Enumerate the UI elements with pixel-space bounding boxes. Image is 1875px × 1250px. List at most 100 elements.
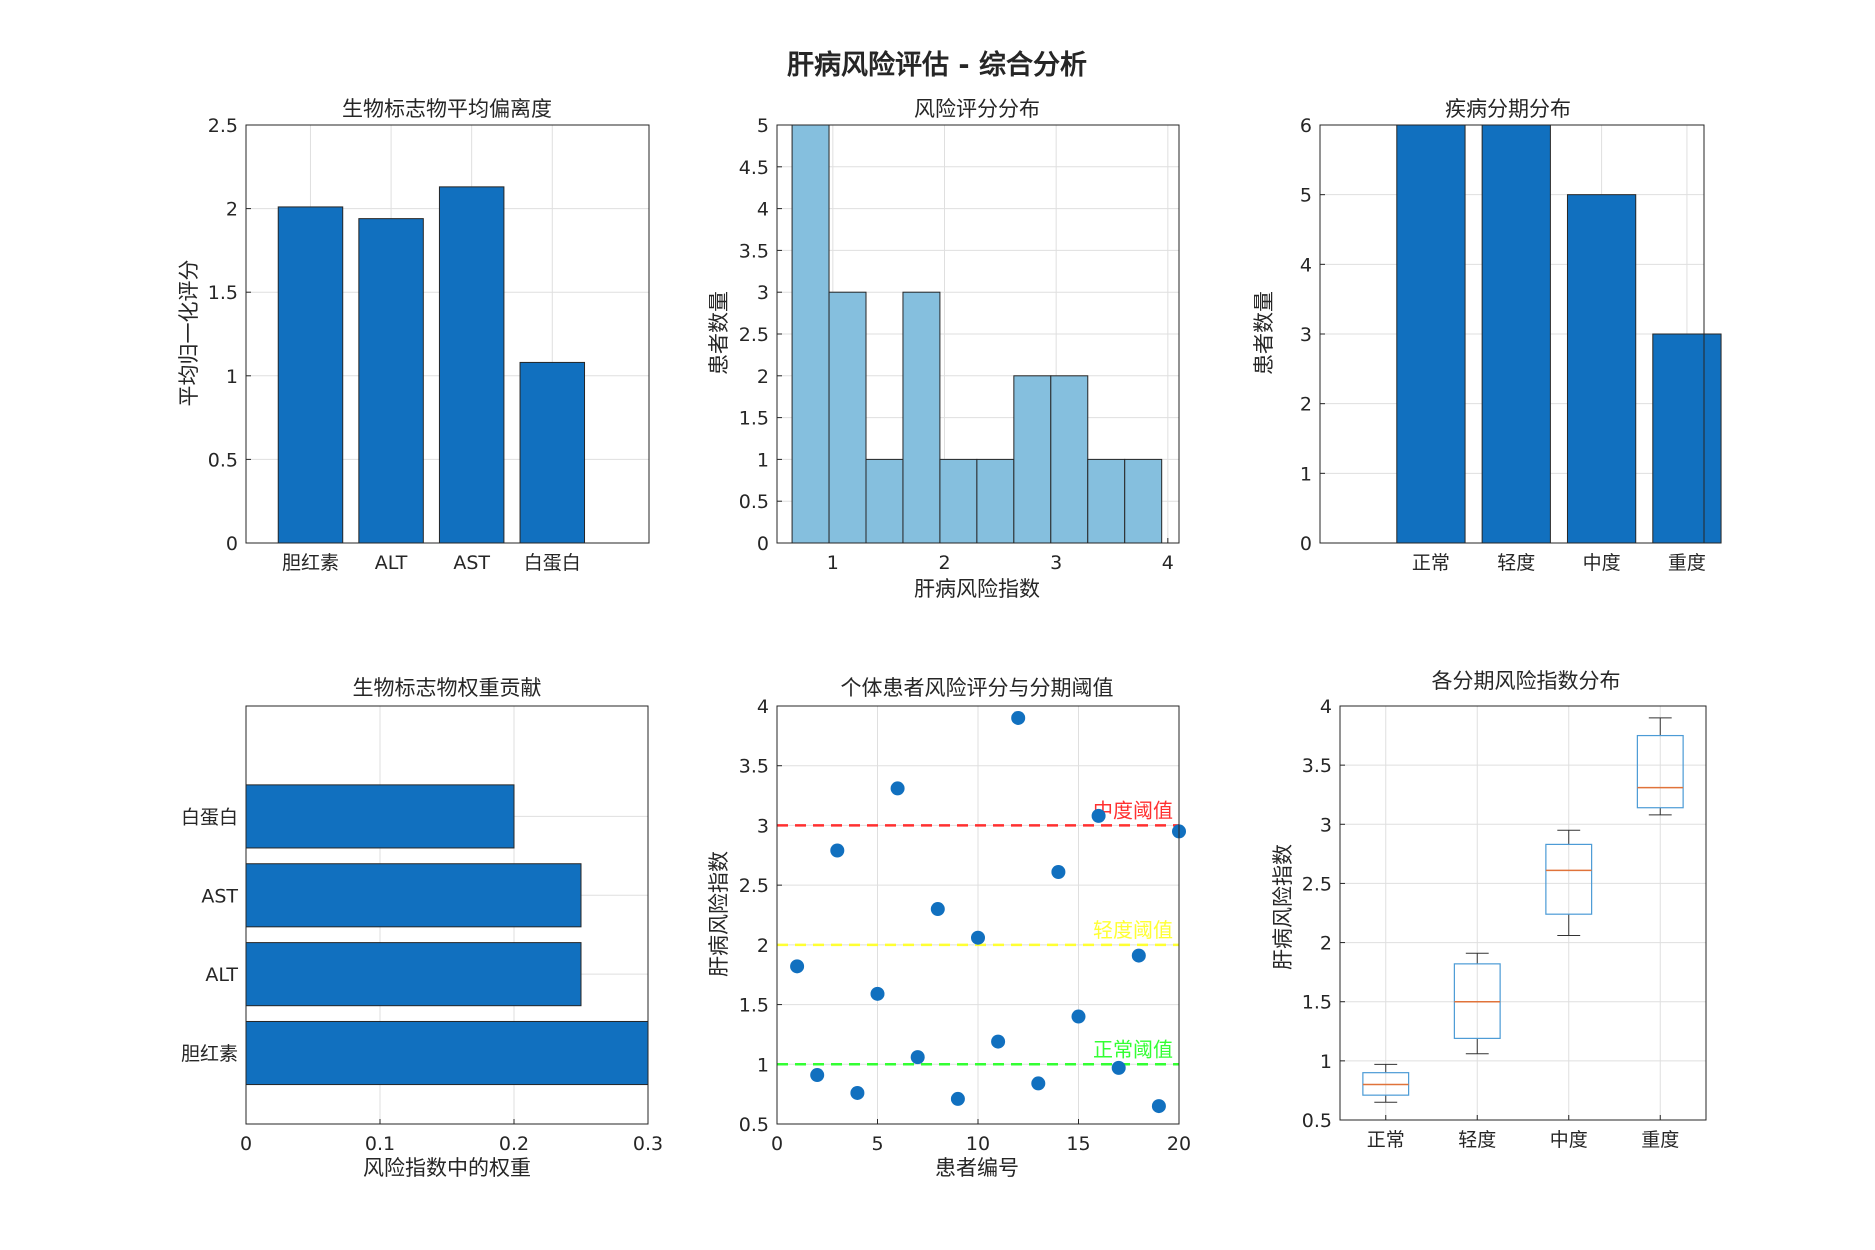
y-tick-label: 3.5 (739, 756, 769, 778)
panel-stage-distribution: 疾病分期分布 患者数量 正常 轻度 中度 重度 0 1 2 3 4 5 6 (1252, 97, 1722, 574)
y-tick-label: 1 (226, 366, 238, 388)
histogram-bar (1013, 375, 1052, 544)
y-tick-label: 4 (1320, 696, 1332, 718)
x-tick-label: 15 (1066, 1133, 1090, 1155)
data-point (971, 930, 985, 945)
plot-area: 正常 轻度 中度 重度 0 1 2 3 4 5 6 (1300, 115, 1722, 574)
y-tick-label: 2.5 (739, 324, 769, 346)
threshold-label: 正常阈值 (1093, 1037, 1173, 1061)
y-tick-label: 0.5 (739, 491, 769, 513)
y-tick-label: 5 (757, 115, 769, 137)
x-tick-label: 0 (771, 1133, 783, 1155)
axes-outline (245, 124, 650, 544)
x-tick-label: 10 (966, 1133, 990, 1155)
x-tick-label: 0 (240, 1133, 252, 1155)
y-tick-label: ALT (205, 964, 238, 986)
data-point (850, 1085, 865, 1100)
bar (245, 1020, 649, 1086)
y-tick-label: 0.5 (208, 449, 238, 471)
bar (1566, 194, 1637, 544)
y-tick-label: 1.5 (739, 408, 769, 430)
data-point (1091, 808, 1106, 823)
y-tick-label: 2 (226, 199, 238, 221)
y-tick-label: 2.5 (208, 115, 238, 137)
x-tick-label: 20 (1167, 1133, 1191, 1155)
data-point (1051, 865, 1066, 880)
y-tick-label: 3 (757, 282, 769, 304)
data-point (1031, 1076, 1046, 1091)
y-tick-label: 3 (1320, 814, 1332, 836)
bar (277, 206, 344, 544)
x-tick-label: 轻度 (1458, 1129, 1496, 1151)
y-tick-label: 2 (757, 366, 769, 388)
threshold-label: 中度阈值 (1093, 798, 1173, 822)
bar (358, 218, 424, 544)
y-tick-label: 0.5 (739, 1114, 769, 1136)
panel-patient-scatter: 个体患者风险评分与分期阈值 患者编号 肝病风险指数 0 5 10 15 20 0.5 1 1.… (707, 676, 1191, 1180)
y-tick-label: 4 (1300, 254, 1312, 276)
axes-outline (776, 705, 1180, 1125)
y-tick-label: 4.5 (739, 157, 769, 179)
data-point (890, 781, 905, 796)
y-tick-label: 4 (757, 696, 769, 718)
y-tick-label: 白蛋白 (181, 806, 238, 828)
y-axis-label: 平均归一化评分 (177, 260, 201, 407)
figure-title: 肝病风险评估 - 综合分析 (787, 49, 1087, 81)
y-tick-label: 3.5 (1302, 755, 1332, 777)
panel-title: 生物标志物平均偏离度 (342, 97, 552, 121)
y-tick-label: 0 (757, 533, 769, 555)
bar (1396, 124, 1466, 544)
y-tick-label: AST (201, 885, 238, 907)
x-tick-label: 0.1 (365, 1133, 395, 1155)
x-axis-label: 患者编号 (935, 1156, 1019, 1180)
x-tick-label: 轻度 (1497, 552, 1535, 574)
histogram-bar (1124, 458, 1163, 544)
x-tick-label: 0.2 (499, 1133, 529, 1155)
panel-biomarker-deviation: 生物标志物平均偏离度 平均归一化评分 胆红素 ALT AST 白蛋白 0 0.5 1 1.5 2… (177, 97, 650, 574)
y-tick-label: 1 (757, 1054, 769, 1076)
y-tick-label: 2.5 (739, 875, 769, 897)
panel-weight-contribution: 生物标志物权重贡献 风险指数中的权重 0 0.1 0.2 0.3 胆红素 ALT AST 白蛋… (181, 676, 663, 1180)
panel-title: 疾病分期分布 (1445, 97, 1571, 121)
bar (1481, 124, 1551, 544)
x-tick-label: 胆红素 (282, 552, 339, 574)
y-axis-label: 患者数量 (1252, 291, 1276, 375)
histogram-bar (1087, 458, 1126, 544)
bar (438, 186, 505, 544)
y-tick-label: 0.5 (1302, 1110, 1332, 1132)
x-axis-label: 肝病风险指数 (914, 577, 1040, 601)
plot-area: 胆红素 ALT AST 白蛋白 0 0.5 1 1.5 2 2.5 (208, 115, 650, 574)
histogram-bar (902, 291, 941, 544)
panel-title: 各分期风险指数分布 (1432, 669, 1621, 693)
histogram-bar (1050, 375, 1089, 544)
y-tick-label: 1 (1320, 1051, 1332, 1073)
histogram-bar (976, 458, 1015, 544)
y-tick-label: 1 (757, 449, 769, 471)
y-axis-label: 患者数量 (707, 291, 731, 375)
x-tick-label: AST (453, 552, 490, 574)
data-point (790, 959, 805, 974)
y-tick-label: 1.5 (208, 282, 238, 304)
data-point (950, 1091, 965, 1106)
axes-outline (776, 124, 1180, 544)
x-tick-label: 重度 (1641, 1129, 1679, 1151)
x-tick-label: 重度 (1668, 552, 1706, 574)
plot-area: 0 0.1 0.2 0.3 胆红素 ALT AST 白蛋白 (181, 705, 663, 1155)
y-tick-label: 5 (1300, 185, 1312, 207)
axes-outline (1339, 705, 1707, 1121)
y-tick-label: 2.5 (1302, 873, 1332, 895)
data-point (810, 1068, 825, 1083)
y-tick-label: 1.5 (1302, 992, 1332, 1014)
y-tick-label: 0 (1300, 533, 1312, 555)
x-tick-label: 中度 (1583, 552, 1621, 574)
panel-title: 个体患者风险评分与分期阈值 (841, 676, 1114, 700)
x-tick-label: 4 (1162, 552, 1174, 574)
bar (519, 361, 586, 544)
data-point (1131, 948, 1146, 963)
x-tick-label: 3 (1050, 552, 1062, 574)
y-tick-label: 3 (757, 815, 769, 837)
histogram-bar (828, 291, 867, 544)
y-tick-label: 胆红素 (181, 1043, 238, 1065)
y-tick-label: 1.5 (739, 995, 769, 1017)
data-point (1111, 1060, 1126, 1075)
